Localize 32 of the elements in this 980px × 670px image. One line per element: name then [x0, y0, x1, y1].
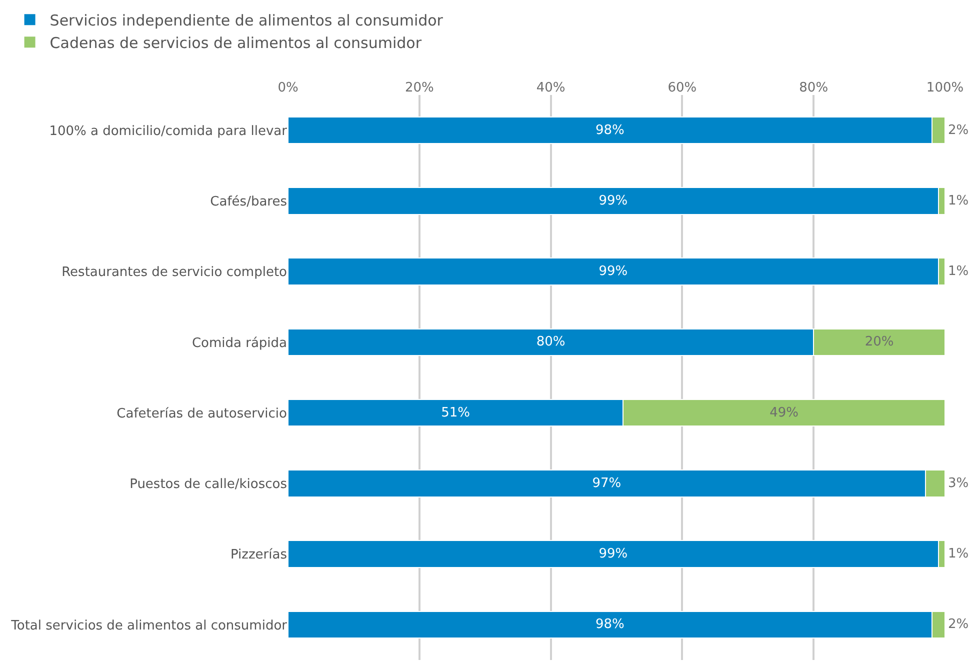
y-tick-label: Pizzerías: [230, 548, 288, 563]
data-label: 97%: [592, 476, 622, 491]
x-tick-label: 100%: [926, 80, 964, 96]
x-tick-label: 40%: [536, 80, 566, 96]
data-label: 98%: [595, 617, 624, 632]
data-label: 99%: [598, 193, 628, 208]
legend-label: Servicios independiente de alimentos al consumidor: [50, 11, 444, 30]
x-tick-label: 20%: [404, 80, 434, 96]
data-label: 20%: [864, 334, 894, 350]
x-tick-label: 80%: [799, 80, 828, 96]
data-label: 99%: [598, 264, 628, 280]
x-tick-label: 60%: [668, 80, 697, 96]
y-tick-label: Cafeterías de autoservicio: [116, 406, 288, 422]
data-label: 2%: [948, 617, 969, 632]
data-label: 2%: [948, 122, 969, 138]
data-label: 98%: [595, 122, 624, 138]
y-tick-label: Comida rápida: [192, 336, 287, 351]
data-label: 3%: [948, 476, 969, 491]
legend-label: Cadenas de servicios de alimentos al consumidor: [50, 34, 422, 52]
data-label: 1%: [948, 546, 969, 562]
data-label: 49%: [770, 405, 798, 420]
data-label: 51%: [441, 405, 470, 420]
data-label: 80%: [536, 334, 566, 350]
y-tick-label: Total servicios de alimentos al consumidor: [10, 618, 288, 634]
y-tick-label: Cafés/bares: [210, 194, 288, 210]
data-label: 1%: [948, 264, 969, 280]
y-tick-label: 100% a domicilio/comida para llevar: [49, 124, 288, 139]
y-tick-label: Restaurantes de servicio completo: [62, 265, 288, 280]
x-tick-label: 0%: [278, 80, 298, 96]
y-tick-label: Puestos de calle/kioscos: [130, 476, 288, 492]
data-label: 1%: [948, 193, 969, 208]
data-label: 99%: [598, 546, 628, 562]
